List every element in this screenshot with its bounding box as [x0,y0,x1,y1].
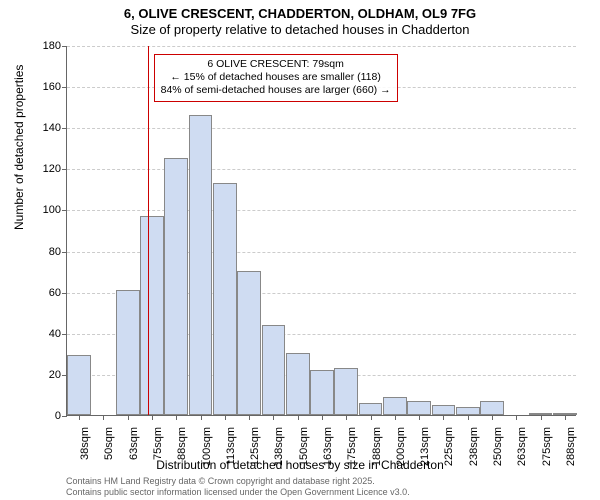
xtick-mark [541,415,542,420]
footer-line2: Contains public sector information licen… [66,487,410,498]
xtick-mark [322,415,323,420]
histogram-bar [359,403,383,415]
ytick-mark [62,87,67,88]
xtick-label: 75sqm [150,427,164,460]
xtick-mark [225,415,226,420]
xtick-mark [273,415,274,420]
xtick-mark [103,415,104,420]
gridline [67,46,576,47]
histogram-bar [213,183,237,415]
gridline [67,128,576,129]
histogram-bar [67,355,91,415]
callout-box: 6 OLIVE CRESCENT: 79sqm← 15% of detached… [154,54,398,101]
plot-region: 02040608010012014016018038sqm50sqm63sqm7… [66,46,576,416]
ytick-mark [62,416,67,417]
callout-line3: 84% of semi-detached houses are larger (… [161,84,391,97]
ytick-mark [62,293,67,294]
yaxis-label: Number of detached properties [12,65,26,230]
histogram-bar [286,353,310,415]
xtick-mark [79,415,80,420]
ytick-mark [62,210,67,211]
footer-line1: Contains HM Land Registry data © Crown c… [66,476,410,487]
xtick-mark [298,415,299,420]
title-block: 6, OLIVE CRESCENT, CHADDERTON, OLDHAM, O… [0,0,600,37]
callout-line1: 6 OLIVE CRESCENT: 79sqm [161,58,391,71]
ytick-mark [62,46,67,47]
ytick-mark [62,128,67,129]
histogram-bar [383,397,407,416]
xtick-mark [346,415,347,420]
xtick-mark [201,415,202,420]
xaxis-label: Distribution of detached houses by size … [0,458,600,472]
histogram-bar [432,405,456,415]
footer-attribution: Contains HM Land Registry data © Crown c… [66,476,410,498]
xtick-mark [395,415,396,420]
xtick-mark [249,415,250,420]
xtick-label: 38sqm [77,427,91,460]
xtick-mark [419,415,420,420]
xtick-label: 50sqm [101,427,115,460]
histogram-bar [262,325,286,415]
histogram-bar [334,368,358,415]
callout-line2: ← 15% of detached houses are smaller (11… [161,71,391,84]
histogram-bar [456,407,480,415]
marker-line [148,46,149,415]
histogram-bar [189,115,213,415]
histogram-bar [310,370,334,415]
ytick-mark [62,334,67,335]
histogram-bar [237,271,261,415]
gridline [67,210,576,211]
histogram-bar [480,401,504,415]
xtick-label: 88sqm [174,427,188,460]
title-address: 6, OLIVE CRESCENT, CHADDERTON, OLDHAM, O… [0,6,600,22]
ytick-mark [62,169,67,170]
xtick-mark [371,415,372,420]
chart-area: 02040608010012014016018038sqm50sqm63sqm7… [66,46,576,416]
histogram-bar [407,401,431,415]
xtick-mark [565,415,566,420]
xtick-mark [128,415,129,420]
ytick-mark [62,252,67,253]
chart-container: 6, OLIVE CRESCENT, CHADDERTON, OLDHAM, O… [0,0,600,500]
histogram-bar [116,290,140,415]
histogram-bar [140,216,164,415]
xtick-mark [176,415,177,420]
xtick-mark [516,415,517,420]
histogram-bar [164,158,188,415]
xtick-mark [492,415,493,420]
xtick-mark [152,415,153,420]
xtick-label: 63sqm [126,427,140,460]
xtick-mark [443,415,444,420]
gridline [67,169,576,170]
xtick-mark [468,415,469,420]
title-subtitle: Size of property relative to detached ho… [0,22,600,38]
